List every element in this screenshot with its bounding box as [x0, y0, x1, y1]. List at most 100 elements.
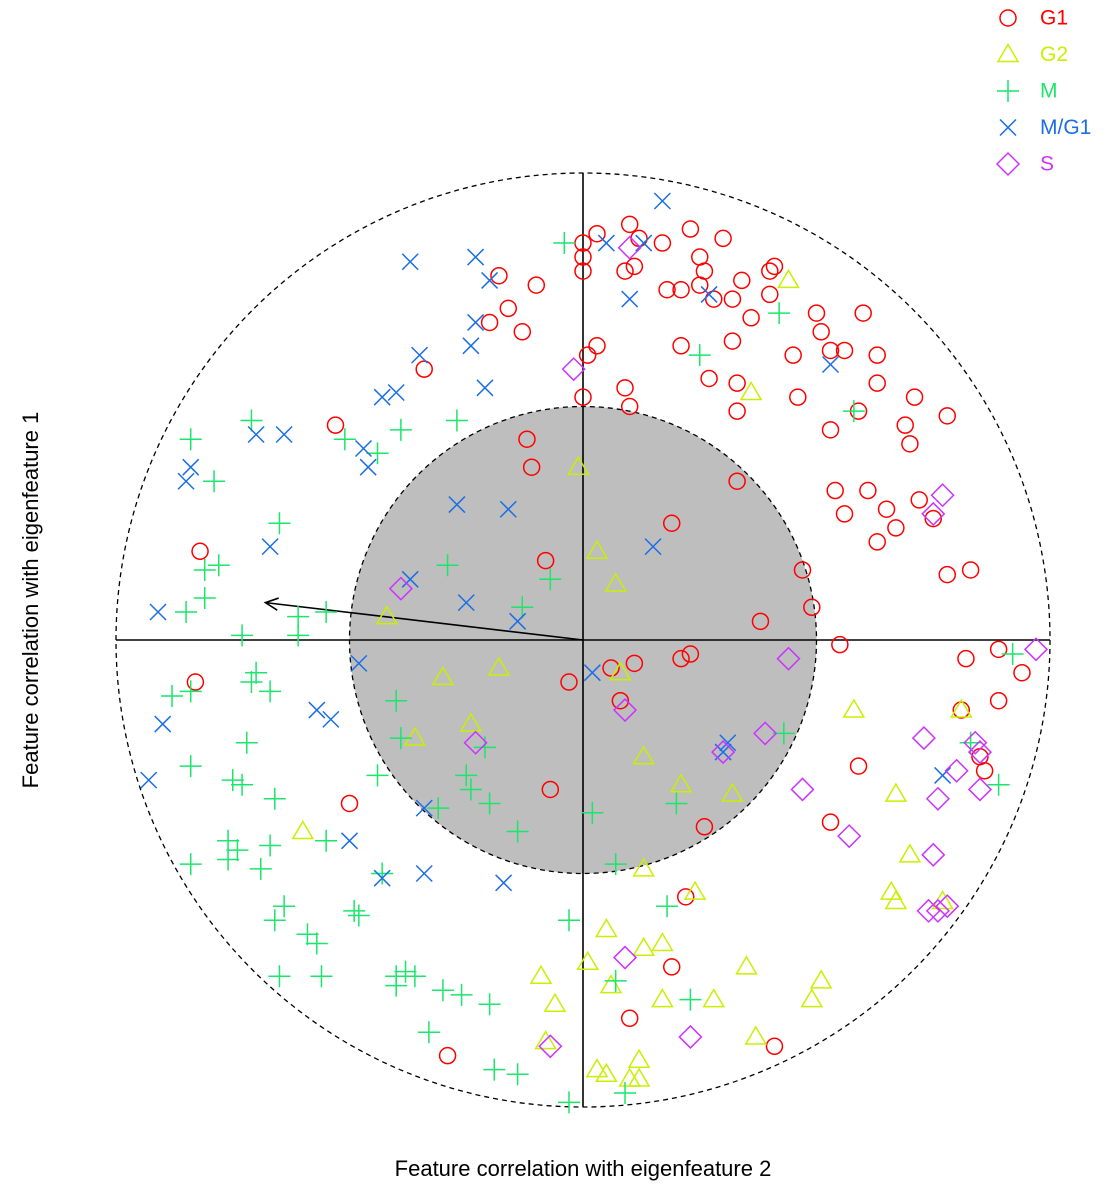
point: [310, 965, 333, 988]
point: [821, 355, 840, 374]
point: [700, 369, 718, 388]
point: [807, 304, 826, 322]
point: [854, 304, 872, 322]
point: [665, 792, 688, 815]
point: [896, 416, 914, 434]
point: [595, 918, 618, 938]
point: [905, 388, 924, 406]
point: [511, 596, 534, 619]
point: [765, 257, 784, 276]
point: [263, 909, 286, 932]
point: [930, 483, 955, 508]
series: [388, 235, 1049, 1059]
point: [728, 402, 746, 420]
series: [161, 232, 1024, 1114]
point: [149, 603, 167, 621]
legend-label: S: [1040, 153, 1054, 176]
point: [744, 1025, 768, 1045]
point: [457, 594, 475, 612]
point: [226, 839, 249, 862]
point: [401, 253, 419, 271]
point: [193, 558, 216, 581]
point: [560, 673, 578, 691]
point: [347, 904, 370, 927]
point: [702, 988, 726, 1008]
point: [711, 740, 736, 765]
point: [574, 388, 592, 406]
point: [784, 346, 802, 364]
point: [884, 890, 908, 910]
point: [245, 661, 268, 684]
point: [621, 290, 639, 308]
series: [291, 268, 973, 1087]
point: [259, 834, 282, 857]
point: [553, 232, 576, 255]
point: [849, 757, 868, 775]
point: [371, 862, 394, 885]
point: [506, 820, 529, 843]
point: [1001, 643, 1024, 666]
point: [925, 786, 950, 811]
point: [821, 341, 840, 360]
point: [490, 266, 508, 285]
point: [611, 691, 630, 710]
point: [602, 659, 620, 677]
point: [961, 561, 980, 579]
point: [821, 421, 840, 439]
legend-label: G2: [1040, 43, 1068, 66]
point: [620, 397, 639, 416]
point: [459, 778, 482, 801]
point: [588, 337, 606, 355]
point: [373, 869, 391, 887]
point: [385, 689, 408, 712]
point: [527, 276, 546, 294]
point: [403, 726, 427, 746]
point: [487, 656, 511, 676]
point: [240, 409, 263, 432]
point: [389, 418, 412, 441]
point: [448, 496, 466, 514]
point: [812, 323, 830, 341]
point: [385, 974, 408, 997]
point: [389, 727, 412, 750]
point: [387, 383, 405, 402]
point: [644, 538, 662, 556]
point: [275, 425, 293, 444]
point: [916, 898, 941, 923]
point: [800, 988, 824, 1008]
point: [688, 344, 711, 367]
point: [887, 519, 905, 537]
point: [581, 801, 604, 824]
point: [191, 542, 209, 561]
legend-label: M/G1: [1040, 116, 1091, 139]
point: [513, 323, 532, 341]
point: [989, 691, 1008, 710]
point: [967, 740, 993, 765]
point: [315, 829, 338, 852]
point: [842, 698, 866, 718]
point: [653, 234, 672, 252]
point: [305, 932, 328, 955]
point: [751, 612, 770, 631]
point: [612, 945, 638, 970]
point: [539, 568, 562, 591]
legend-marker: [999, 9, 1017, 27]
point: [662, 958, 681, 976]
point: [987, 773, 1010, 796]
legend-marker: [996, 43, 1020, 63]
point: [627, 1067, 651, 1087]
point: [179, 428, 202, 451]
point: [259, 680, 282, 703]
point: [678, 1024, 703, 1050]
point: [681, 220, 700, 238]
point: [651, 932, 674, 952]
point: [672, 281, 690, 299]
point: [177, 472, 195, 490]
point: [604, 853, 627, 876]
point: [576, 950, 599, 970]
point: [557, 909, 580, 932]
point: [721, 782, 744, 802]
point: [326, 416, 345, 434]
point: [154, 715, 172, 733]
